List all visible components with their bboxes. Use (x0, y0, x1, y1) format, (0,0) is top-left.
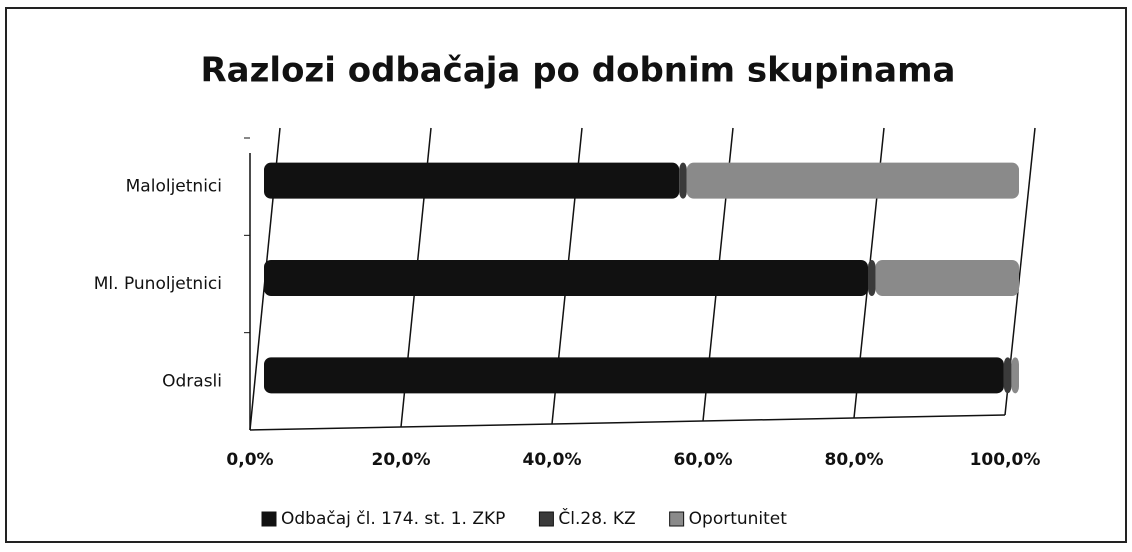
x-tick-label: 20,0% (372, 450, 431, 470)
bar-segment (868, 260, 876, 296)
x-tick-label: 40,0% (523, 450, 582, 470)
legend-swatch (261, 511, 277, 527)
chart-border (5, 7, 1127, 543)
bar-segment (264, 162, 680, 199)
bar-segment (686, 162, 1019, 199)
x-axis (249, 414, 1006, 431)
bar-segment (264, 357, 1004, 394)
x-tick-label: 60,0% (674, 450, 733, 470)
legend-label: Oportunitet (689, 509, 788, 529)
legend-label: Odbačaj čl. 174. st. 1. ZKP (281, 509, 505, 529)
x-tick-label: 80,0% (825, 450, 884, 470)
y-tick-label: Maloljetnici (126, 177, 222, 197)
bar-segment (679, 162, 687, 199)
bar-segment (1011, 357, 1019, 394)
legend-label: Čl.28. KZ (558, 507, 635, 529)
bar-segment (264, 260, 868, 296)
bar-segment (1003, 357, 1012, 394)
legend-swatch (538, 511, 554, 527)
x-tick-label: 0,0% (226, 450, 273, 470)
y-tick-label: Odrasli (162, 371, 222, 391)
x-tick-label: 100,0% (970, 450, 1041, 470)
bar-segment (875, 260, 1019, 296)
chart-title: Razlozi odbačaja po dobnim skupinama (201, 51, 956, 91)
legend-swatch (669, 511, 685, 527)
y-tick-label: Ml. Punoljetnici (94, 274, 222, 294)
